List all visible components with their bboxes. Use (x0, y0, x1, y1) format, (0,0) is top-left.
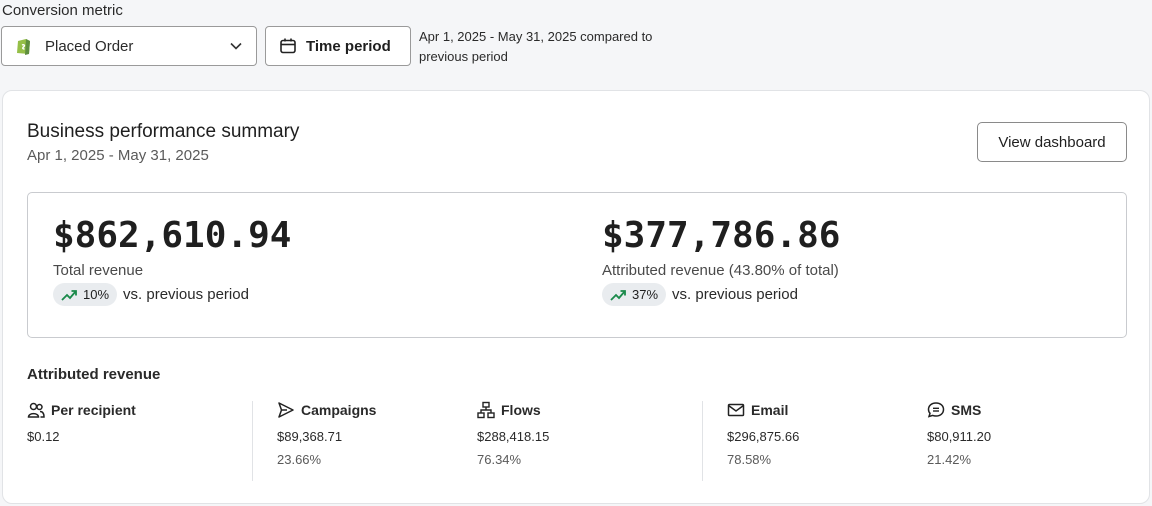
people-icon (27, 402, 45, 418)
period-range-text: Apr 1, 2025 - May 31, 2025 compared to p… (419, 27, 699, 67)
divider (702, 401, 703, 481)
metric-per-recipient: Per recipient $0.12 (27, 401, 136, 444)
metric-value: $296,875.66 (727, 429, 800, 444)
mail-icon (727, 403, 745, 417)
conversion-metric-select[interactable]: Placed Order (1, 26, 257, 66)
trend-badge: 37% (602, 283, 667, 306)
trend-value: 37% (632, 287, 659, 302)
kpi-value: $377,786.86 (602, 215, 841, 256)
metric-label: Campaigns (301, 402, 377, 418)
metric-label: Email (751, 402, 789, 418)
trend-up-icon (61, 289, 77, 301)
flow-icon (477, 401, 495, 419)
metric-percent: 21.42% (927, 452, 972, 467)
time-period-label: Time period (306, 37, 391, 55)
metric-sms: SMS $80,911.20 21.42% (927, 401, 991, 467)
view-dashboard-button[interactable]: View dashboard (977, 122, 1127, 162)
chat-icon (927, 402, 945, 418)
metric-label: SMS (951, 402, 982, 418)
chevron-down-icon (230, 42, 242, 50)
metric-value: $80,911.20 (927, 429, 992, 444)
trend-value: 10% (83, 287, 110, 302)
kpi-trend: 37% vs. previous period (602, 283, 840, 306)
period-range-line2: previous period (419, 49, 508, 64)
send-icon (278, 402, 294, 418)
trend-text: vs. previous period (672, 286, 798, 303)
metric-value: $288,418.15 (477, 429, 550, 444)
kpi-total-revenue: $862,610.94 Total revenue 10% vs. previo… (53, 215, 291, 306)
metric-value: $0.12 (27, 429, 60, 444)
metric-selected-value: Placed Order (45, 37, 134, 55)
kpi-label: Total revenue (53, 262, 144, 279)
metric-value: $89,368.71 (277, 429, 343, 444)
attributed-metrics-row: Per recipient $0.12 Campaigns $89,368.71… (27, 401, 1127, 481)
calendar-icon (280, 38, 296, 54)
business-performance-card: Business performance summary Apr 1, 2025… (2, 90, 1150, 504)
metric-label: Flows (501, 402, 541, 418)
metric-campaigns: Campaigns $89,368.71 23.66% (277, 401, 376, 467)
kpi-value: $862,610.94 (53, 215, 292, 256)
metric-flows: Flows $288,418.15 76.34% (477, 401, 549, 467)
kpi-panel: $862,610.94 Total revenue 10% vs. previo… (27, 192, 1127, 338)
card-date-range: Apr 1, 2025 - May 31, 2025 (27, 147, 209, 164)
kpi-attributed-revenue: $377,786.86 Attributed revenue (43.80% o… (602, 215, 840, 306)
kpi-trend: 10% vs. previous period (53, 283, 291, 306)
metric-percent: 78.58% (727, 452, 772, 467)
metric-email: Email $296,875.66 78.58% (727, 401, 799, 467)
metric-label: Per recipient (51, 402, 136, 418)
metric-percent: 76.34% (477, 452, 522, 467)
divider (252, 401, 253, 481)
time-period-button[interactable]: Time period (265, 26, 411, 66)
card-title: Business performance summary (27, 121, 300, 142)
metric-percent: 23.66% (277, 452, 322, 467)
trend-text: vs. previous period (123, 286, 249, 303)
attributed-revenue-title: Attributed revenue (27, 366, 161, 383)
conversion-metric-label: Conversion metric (2, 2, 123, 19)
filter-bar: Conversion metric Placed Order Time peri… (0, 0, 1152, 90)
period-range-line1: Apr 1, 2025 - May 31, 2025 compared to (419, 29, 653, 44)
shopify-icon (17, 39, 30, 55)
kpi-label: Attributed revenue (43.80% of total) (602, 262, 839, 279)
trend-badge: 10% (53, 283, 118, 306)
trend-up-icon (610, 289, 626, 301)
